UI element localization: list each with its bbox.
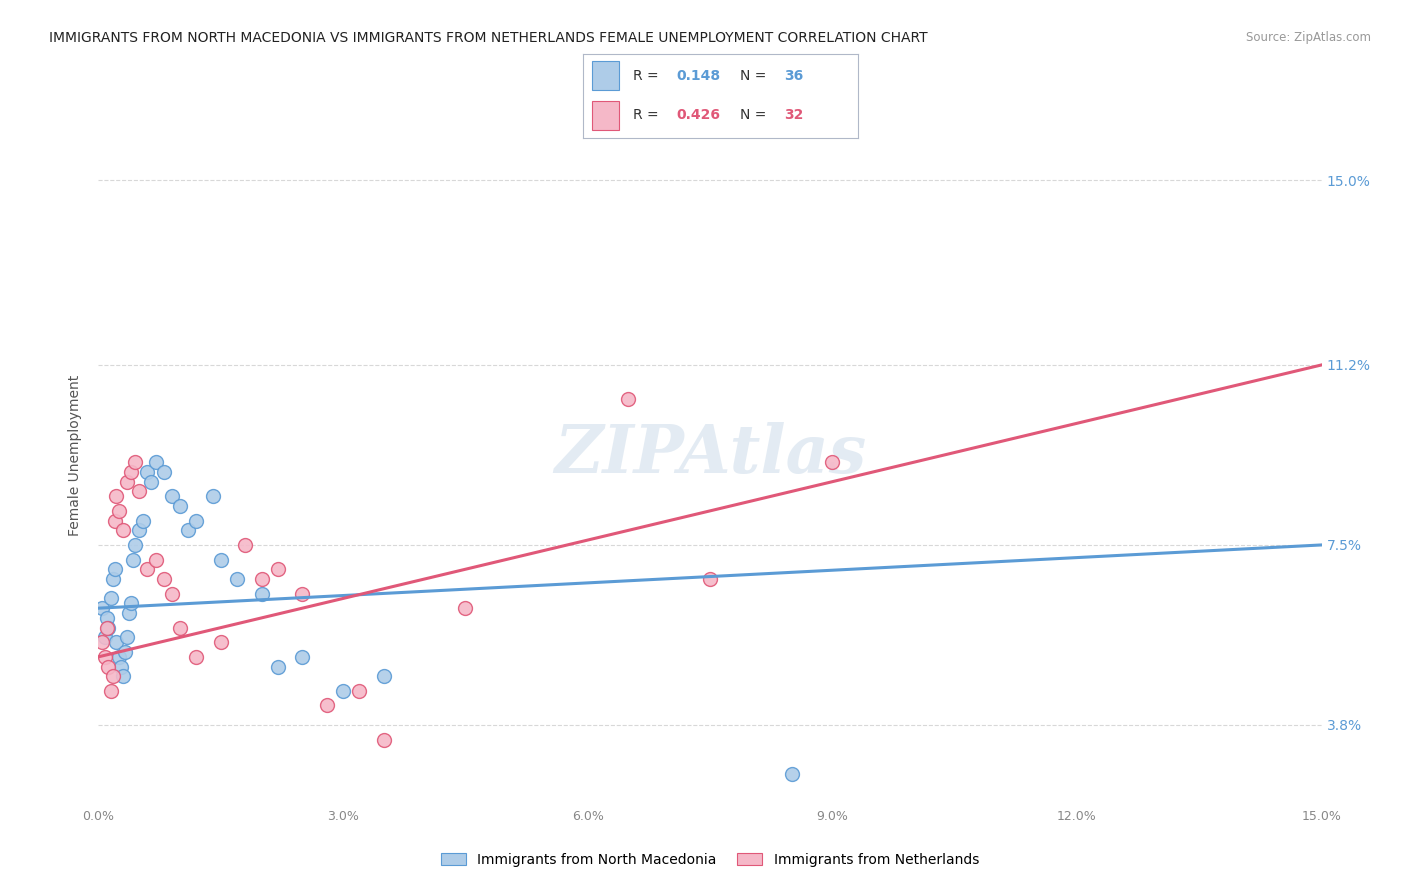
Point xyxy=(209,552,232,566)
Point xyxy=(226,572,249,586)
Point xyxy=(124,455,146,469)
Point xyxy=(250,586,273,600)
Point xyxy=(136,465,159,479)
Text: N =: N = xyxy=(740,109,770,122)
Point xyxy=(128,524,150,538)
Point xyxy=(145,455,167,469)
Point xyxy=(201,489,224,503)
Point xyxy=(94,631,117,645)
Point xyxy=(100,684,122,698)
Point xyxy=(101,572,124,586)
Legend: Immigrants from North Macedonia, Immigrants from Netherlands: Immigrants from North Macedonia, Immigra… xyxy=(436,847,984,872)
Point xyxy=(332,684,354,698)
Point xyxy=(118,606,141,620)
Point xyxy=(104,514,127,528)
Point xyxy=(267,659,290,673)
Y-axis label: Female Unemployment: Female Unemployment xyxy=(69,375,83,535)
Text: ZIPAtlas: ZIPAtlas xyxy=(554,423,866,487)
Point xyxy=(152,572,174,586)
Point xyxy=(110,659,132,673)
Point xyxy=(96,611,118,625)
Point xyxy=(315,698,337,713)
Point xyxy=(91,601,114,615)
Point xyxy=(120,596,142,610)
Point xyxy=(121,552,143,566)
Point xyxy=(111,524,134,538)
Point xyxy=(152,465,174,479)
Text: 36: 36 xyxy=(783,69,803,83)
Text: R =: R = xyxy=(633,69,662,83)
Point xyxy=(97,621,120,635)
Point xyxy=(209,635,232,649)
Point xyxy=(169,621,191,635)
Point xyxy=(699,572,721,586)
Point xyxy=(97,659,120,673)
Point xyxy=(128,484,150,499)
Point xyxy=(141,475,163,489)
Point xyxy=(96,621,118,635)
Point xyxy=(233,538,256,552)
Bar xyxy=(592,62,619,90)
Text: 32: 32 xyxy=(783,109,803,122)
Text: IMMIGRANTS FROM NORTH MACEDONIA VS IMMIGRANTS FROM NETHERLANDS FEMALE UNEMPLOYME: IMMIGRANTS FROM NORTH MACEDONIA VS IMMIG… xyxy=(49,31,928,45)
Point xyxy=(349,684,371,698)
Point xyxy=(186,649,208,664)
Point xyxy=(267,562,290,576)
Text: R =: R = xyxy=(633,109,662,122)
Point xyxy=(101,669,124,683)
Point xyxy=(115,475,138,489)
Point xyxy=(373,732,395,747)
Point xyxy=(454,601,477,615)
Point xyxy=(291,586,314,600)
Point xyxy=(105,635,128,649)
Point xyxy=(115,631,138,645)
Point xyxy=(186,514,208,528)
Point xyxy=(124,538,146,552)
Point xyxy=(780,766,803,780)
Point xyxy=(250,572,273,586)
Point xyxy=(94,649,117,664)
Point xyxy=(821,455,844,469)
Point xyxy=(108,504,131,518)
Point xyxy=(105,489,128,503)
Point xyxy=(136,562,159,576)
Text: 0.426: 0.426 xyxy=(676,109,721,122)
Point xyxy=(108,649,131,664)
Point xyxy=(291,649,314,664)
Point xyxy=(177,524,200,538)
Point xyxy=(100,591,122,606)
Point xyxy=(104,562,127,576)
Point xyxy=(132,514,155,528)
Point xyxy=(114,645,136,659)
Point xyxy=(145,552,167,566)
Point xyxy=(160,586,183,600)
Point xyxy=(91,635,114,649)
Point xyxy=(111,669,134,683)
Text: Source: ZipAtlas.com: Source: ZipAtlas.com xyxy=(1246,31,1371,45)
Point xyxy=(120,465,142,479)
Text: N =: N = xyxy=(740,69,770,83)
Bar xyxy=(592,101,619,130)
Text: 0.148: 0.148 xyxy=(676,69,721,83)
Point xyxy=(617,392,640,406)
Point xyxy=(169,499,191,513)
Point xyxy=(373,669,395,683)
Point xyxy=(160,489,183,503)
